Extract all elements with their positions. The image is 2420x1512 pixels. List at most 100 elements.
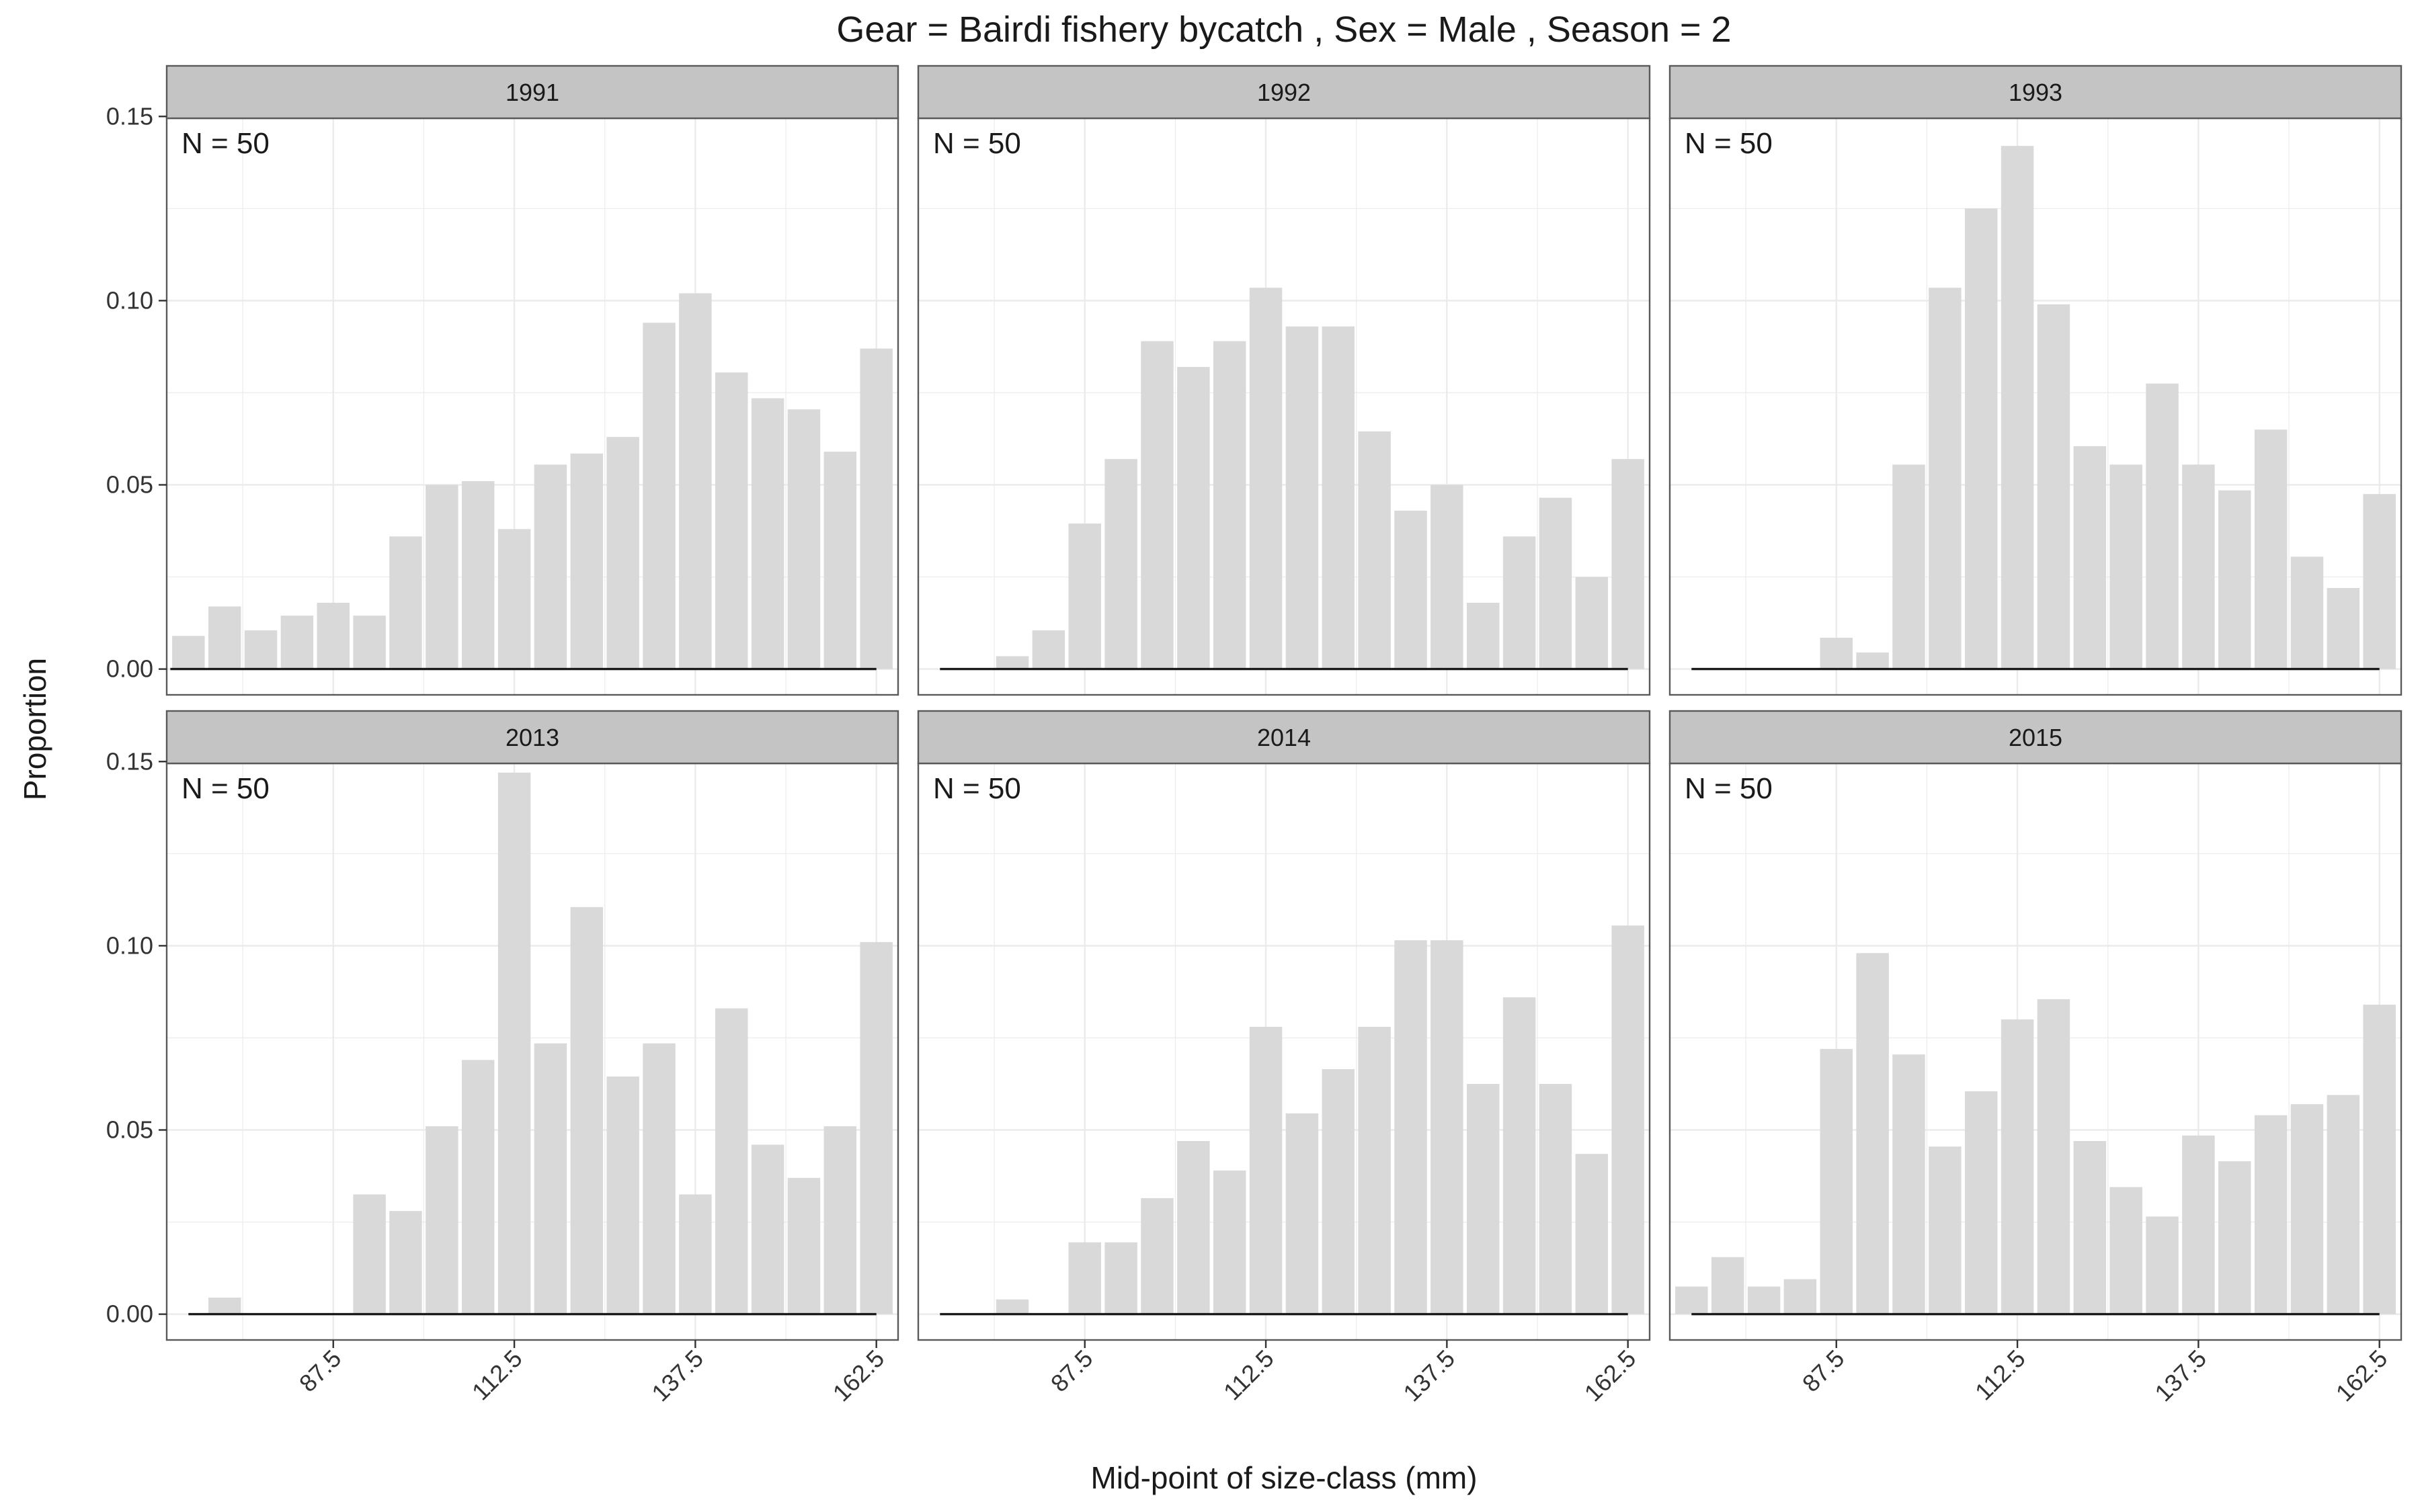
bar-82.5 [280, 616, 314, 669]
bar-152.5 [1539, 1083, 1572, 1314]
bar-77.5 [244, 630, 278, 669]
bar-162.5 [1611, 925, 1644, 1314]
bar-102.5 [426, 485, 458, 669]
bar-142.5 [1467, 602, 1500, 669]
bar-132.5 [2146, 383, 2179, 669]
bar-72.5 [208, 1297, 241, 1314]
y-tick-label: 0.00 [106, 1300, 153, 1328]
bar-107.5 [461, 1060, 495, 1314]
bar-107.5 [1213, 341, 1246, 669]
bar-162.5 [860, 941, 893, 1314]
strip-background [165, 65, 899, 120]
sample-size-annotation: N = 50 [1685, 127, 1773, 160]
bar-147.5 [1502, 997, 1536, 1314]
y-tick-label: 0.15 [106, 102, 153, 130]
bar-107.5 [1964, 1091, 1998, 1314]
bar-97.5 [1141, 1198, 1174, 1314]
bar-157.5 [2327, 1095, 2360, 1314]
bar-102.5 [1177, 367, 1210, 669]
bar-117.5 [534, 464, 567, 669]
bar-137.5 [1430, 940, 1463, 1314]
bar-112.5 [497, 529, 531, 669]
bar-122.5 [2073, 446, 2107, 669]
bar-82.5 [1783, 1279, 1817, 1314]
strip-label: 1992 [1257, 79, 1311, 106]
strip-label: 2015 [2009, 724, 2062, 751]
bar-92.5 [1104, 459, 1137, 669]
bar-122.5 [1322, 326, 1355, 669]
y-axis-label: Proportion [17, 658, 52, 800]
chart-title: Gear = Bairdi fishery bycatch , Sex = Ma… [836, 9, 1731, 50]
bar-107.5 [1213, 1170, 1246, 1314]
bar-147.5 [2254, 429, 2288, 669]
bar-142.5 [2218, 490, 2251, 669]
bar-97.5 [1141, 341, 1174, 669]
y-tick-label: 0.05 [106, 1116, 153, 1144]
bar-137.5 [2182, 464, 2215, 669]
bar-87.5 [1820, 1048, 1853, 1314]
bar-127.5 [2109, 1187, 2142, 1314]
bar-87.5 [1068, 1242, 1101, 1314]
strip-label: 1993 [2009, 79, 2062, 106]
bar-72.5 [1711, 1257, 1744, 1314]
bar-157.5 [823, 452, 857, 669]
bar-102.5 [426, 1126, 458, 1314]
bar-152.5 [787, 1177, 821, 1314]
sample-size-annotation: N = 50 [1685, 772, 1773, 805]
bar-152.5 [1539, 497, 1572, 669]
strip-background [917, 65, 1651, 120]
bar-152.5 [2290, 1104, 2324, 1314]
bar-112.5 [1249, 1026, 1283, 1314]
y-tick-label: 0.00 [106, 655, 153, 683]
bar-157.5 [1575, 577, 1609, 669]
bar-72.5 [208, 606, 241, 669]
bar-132.5 [1394, 510, 1427, 669]
strip-label: 2013 [506, 724, 559, 751]
bar-162.5 [2363, 1005, 2396, 1314]
bar-127.5 [2109, 464, 2142, 669]
bar-117.5 [2037, 304, 2070, 669]
bar-122.5 [570, 907, 604, 1314]
bar-87.5 [317, 602, 350, 669]
strip-background [1668, 65, 2403, 120]
bar-127.5 [1358, 431, 1391, 669]
bar-117.5 [1285, 326, 1319, 669]
sample-size-annotation: N = 50 [182, 772, 270, 805]
bar-127.5 [1358, 1026, 1391, 1314]
bar-127.5 [606, 437, 639, 669]
bar-157.5 [2327, 588, 2360, 669]
bar-67.5 [1675, 1286, 1708, 1314]
bar-132.5 [2146, 1216, 2179, 1314]
bar-102.5 [1929, 288, 1962, 669]
bar-87.5 [1068, 523, 1101, 669]
bar-162.5 [1611, 459, 1644, 669]
bar-122.5 [570, 453, 604, 669]
bar-97.5 [389, 1211, 422, 1314]
y-tick-label: 0.05 [106, 471, 153, 499]
bar-77.5 [996, 1299, 1029, 1314]
strip-background [165, 710, 899, 765]
bar-82.5 [1032, 630, 1065, 669]
bar-147.5 [1502, 536, 1536, 669]
bar-142.5 [2218, 1161, 2251, 1314]
bar-112.5 [1249, 288, 1283, 669]
bar-112.5 [2001, 146, 2034, 669]
bar-92.5 [1104, 1242, 1137, 1314]
bar-137.5 [679, 293, 712, 669]
bar-87.5 [1820, 638, 1853, 669]
bar-142.5 [715, 1008, 748, 1314]
bar-117.5 [534, 1043, 567, 1314]
bar-132.5 [643, 1043, 676, 1314]
panel-1992: N = 50 1992 [917, 65, 1651, 696]
bar-92.5 [1856, 953, 1889, 1314]
bar-107.5 [461, 481, 495, 669]
bar-137.5 [2182, 1135, 2215, 1314]
strip-label: 2014 [1257, 724, 1311, 751]
bar-147.5 [2254, 1115, 2288, 1314]
y-tick-label: 0.10 [106, 286, 153, 314]
strip-background [1668, 710, 2403, 765]
panel-1991: N = 50 1991 0.00 0.05 0.10 0.15 [106, 65, 899, 696]
bar-102.5 [1929, 1146, 1962, 1314]
